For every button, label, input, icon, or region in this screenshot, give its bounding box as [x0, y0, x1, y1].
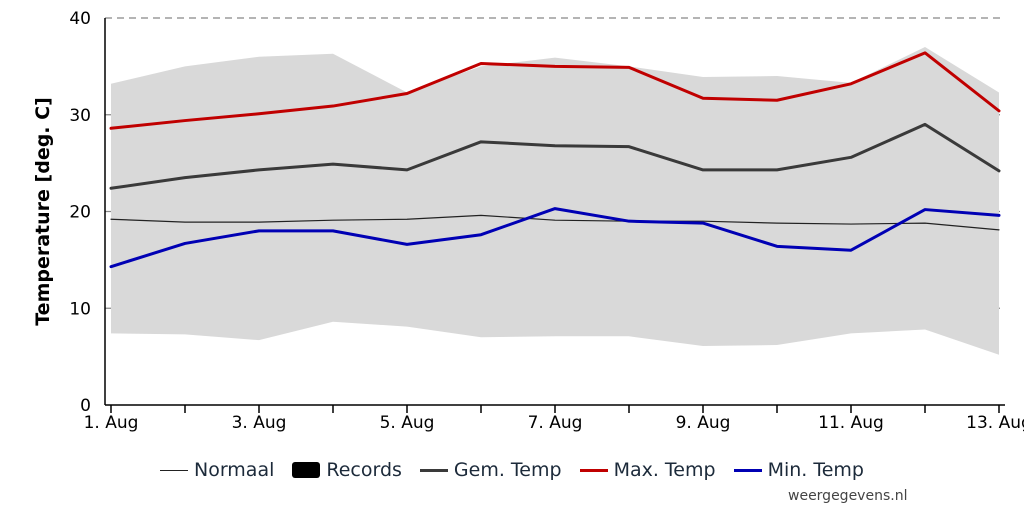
legend-item-min-temp[interactable]: Min. Temp — [733, 459, 864, 481]
legend-swatch-max-temp — [579, 468, 608, 472]
y-tick-label-40: 40 — [69, 9, 91, 29]
legend-item-records[interactable]: Records — [292, 459, 402, 481]
source-credit: weergegevens.nl — [788, 488, 908, 504]
x-tick-label-7-aug: 7. Aug — [528, 413, 583, 433]
legend-item-normaal[interactable]: Normaal — [159, 459, 275, 481]
y-tick-label-30: 30 — [69, 106, 91, 126]
records-band — [111, 47, 999, 355]
legend-item-max-temp[interactable]: Max. Temp — [579, 459, 716, 481]
legend-label-records: Records — [326, 459, 402, 481]
legend-item-gem-temp[interactable]: Gem. Temp — [419, 459, 562, 481]
legend-swatch-gem-temp — [419, 468, 448, 472]
series-line-max-temp — [109, 51, 1001, 130]
chart-legend: Normaal Records Gem. Temp Max. Temp Min.… — [0, 459, 1024, 481]
legend-label-max-temp: Max. Temp — [613, 459, 716, 481]
y-tick-label-0: 0 — [80, 396, 91, 416]
x-tick-label-13-aug: 13. Aug — [966, 413, 1024, 433]
series-line-min-temp — [109, 207, 1001, 269]
legend-swatch-records — [292, 462, 321, 478]
x-tick-label-1-aug: 1. Aug — [84, 413, 139, 433]
x-tick-label-5-aug: 5. Aug — [380, 413, 435, 433]
x-tick-label-11-aug: 11. Aug — [818, 413, 884, 433]
y-axis-label: Temperature [deg. C] — [32, 97, 54, 326]
series-line-gem-temp — [109, 122, 1001, 190]
legend-swatch-min-temp — [733, 468, 762, 472]
legend-label-gem-temp: Gem. Temp — [453, 459, 562, 481]
legend-label-normaal: Normaal — [193, 459, 275, 481]
x-tick-label-9-aug: 9. Aug — [676, 413, 731, 433]
x-tick-label-3-aug: 3. Aug — [232, 413, 287, 433]
y-tick-label-10: 10 — [69, 299, 91, 319]
y-tick-label-20: 20 — [69, 203, 91, 223]
legend-swatch-normaal — [159, 469, 188, 471]
legend-label-min-temp: Min. Temp — [767, 459, 864, 481]
series-line-normaal — [110, 214, 1000, 231]
